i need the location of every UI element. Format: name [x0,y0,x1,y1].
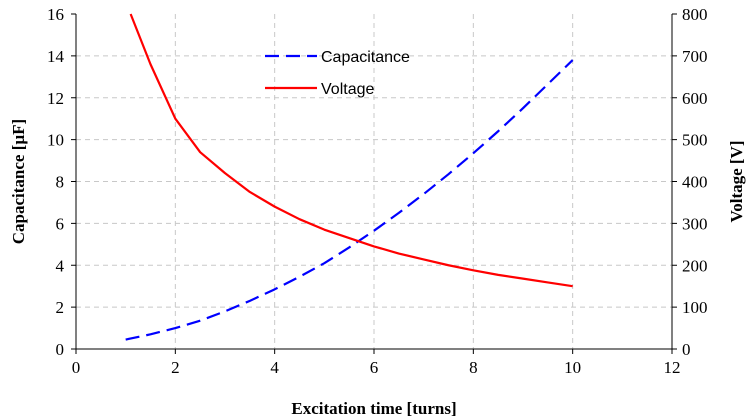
x-tick-label: 0 [72,358,81,377]
right-y-tick-label: 400 [682,173,708,192]
right-y-tick-label: 200 [682,256,708,275]
series-lines [125,13,574,341]
left-y-tick-label: 12 [47,89,64,108]
left-y-tick-label: 10 [47,131,64,150]
x-tick-label: 12 [664,358,681,377]
right-y-tick-label: 600 [682,89,708,108]
right-y-tick-label: 700 [682,47,708,66]
x-tick-label: 10 [564,358,581,377]
x-tick-label: 4 [270,358,279,377]
right-y-tick-label: 500 [682,131,708,150]
x-axis-title: Excitation time [turns] [291,399,456,418]
x-tick-label: 2 [171,358,180,377]
left-y-axis-title: Capacitance [µF] [9,119,28,244]
right-y-tick-label: 0 [682,340,691,359]
left-y-tick-label: 14 [47,47,65,66]
left-y-tick-label: 16 [47,5,64,24]
grid [76,14,672,349]
right-y-tick-label: 100 [682,298,708,317]
left-y-tick-label: 4 [56,256,65,275]
x-tick-label: 8 [469,358,478,377]
left-y-tick-label: 0 [56,340,65,359]
left-y-tick-label: 8 [56,173,65,192]
axes [71,13,677,354]
right-y-axis-title: Voltage [V] [727,141,746,223]
left-y-tick-label: 2 [56,298,65,317]
tick-labels: 0 2 4 6 8 10 120246810121416010020030040050060… [47,5,708,377]
legend: Capacitance Voltage [265,49,410,98]
series-line-capacitance [125,59,574,341]
legend-label-voltage: Voltage [321,81,374,98]
series-line-voltage [129,13,573,288]
left-y-tick-label: 6 [56,214,65,233]
right-y-tick-label: 800 [682,5,708,24]
right-y-tick-label: 300 [682,214,708,233]
legend-label-capacitance: Capacitance [321,49,410,66]
x-tick-label: 6 [370,358,379,377]
